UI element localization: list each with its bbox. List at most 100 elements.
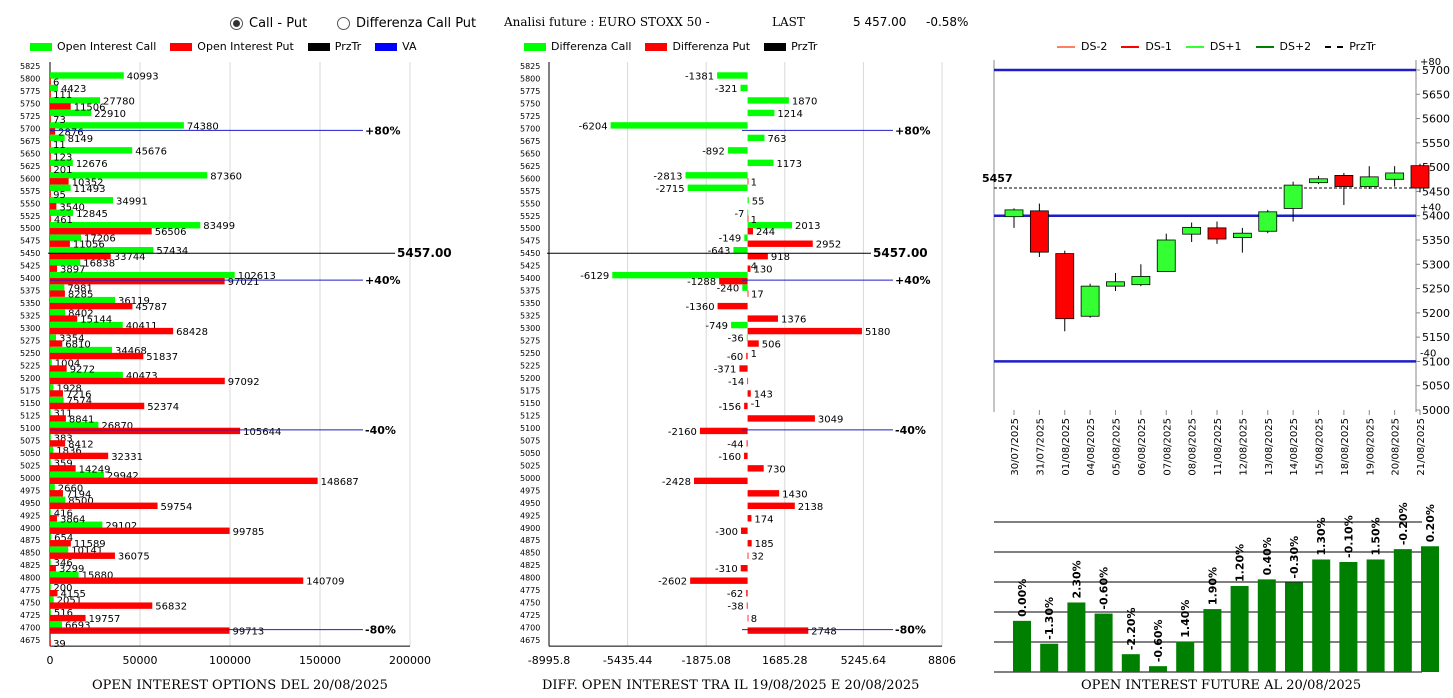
- bar-put: [739, 365, 748, 372]
- bar-value-label: 33744: [114, 252, 146, 263]
- strike-label: 5800: [520, 74, 540, 83]
- bar-put: [747, 253, 768, 260]
- bar-value-label: 59754: [161, 502, 193, 513]
- bar-put: [50, 639, 51, 647]
- strike-label: 5025: [20, 461, 40, 470]
- candle-up: [1359, 176, 1379, 187]
- bar-put: [747, 290, 749, 297]
- bar-put: [50, 440, 66, 447]
- radio-call-put[interactable]: Call - Put: [230, 16, 307, 31]
- strike-label: 5350: [520, 299, 540, 308]
- bar-value-label: 40993: [127, 71, 159, 82]
- bar-call: [747, 209, 749, 216]
- strike-label: 5425: [520, 262, 540, 271]
- pct-label: -0.60%: [1098, 567, 1111, 610]
- bar-value-label: 32331: [111, 452, 143, 463]
- strike-label: 5650: [520, 149, 540, 158]
- pct-bar: [1421, 546, 1439, 672]
- x-tick-label: 05/08/2025: [1112, 418, 1123, 476]
- bar-put: [50, 452, 109, 460]
- legend-item: VA: [375, 40, 417, 53]
- radio-differenza[interactable]: Differenza Call Put: [337, 16, 476, 31]
- bar-put: [50, 352, 144, 360]
- y-tick-label: 5700: [1422, 64, 1450, 77]
- bar-value-label: 2013: [795, 221, 820, 232]
- bar-call: [50, 122, 184, 129]
- bar-value-label: 185: [755, 539, 774, 550]
- legend-left: Open Interest Call Open Interest Put PrzTr…: [30, 40, 431, 53]
- bar-call: [50, 396, 64, 404]
- strike-label: 5300: [520, 324, 540, 333]
- strike-label: 4700: [20, 624, 40, 633]
- bar-value-label: 918: [771, 252, 790, 263]
- bar-value-label: 1928: [56, 383, 81, 394]
- candle-up: [1182, 226, 1202, 235]
- bar-put: [50, 140, 51, 148]
- bar-value-label: 130: [753, 265, 772, 276]
- legend-item: Open Interest Put: [170, 40, 294, 53]
- bar-put: [50, 90, 51, 98]
- bar-value-label: -749: [705, 321, 728, 332]
- pct-bar: [1176, 641, 1195, 672]
- bar-put: [747, 490, 780, 497]
- strike-label: 5675: [520, 137, 540, 146]
- bar-value-label: 763: [767, 134, 786, 145]
- bar-put: [50, 540, 71, 547]
- strike-label: 5350: [20, 299, 40, 308]
- bar-put: [50, 277, 225, 285]
- x-tick-label: 200000: [389, 654, 431, 667]
- bar-put: [50, 527, 230, 534]
- pct-label: 0.20%: [1424, 504, 1437, 542]
- x-tick-label: 04/08/2025: [1086, 418, 1097, 476]
- bar-call: [612, 271, 748, 279]
- candle-down: [1410, 165, 1430, 189]
- bar-call: [685, 172, 748, 179]
- bar-call: [50, 608, 51, 616]
- bar-value-label: 461: [54, 215, 73, 226]
- bar-value-label: 56506: [155, 227, 187, 238]
- strike-label: 5475: [20, 237, 40, 246]
- bar-put: [50, 228, 152, 235]
- strike-label: 4900: [20, 524, 40, 533]
- bar-put: [693, 477, 748, 485]
- strike-label: 5150: [520, 399, 540, 408]
- bar-value-label: 11493: [74, 184, 106, 195]
- bar-value-label: -156: [718, 402, 741, 413]
- legend-label: Differenza Put: [672, 40, 751, 53]
- bar-value-label: 143: [754, 389, 773, 400]
- strike-label: 4725: [20, 611, 40, 620]
- bar-call: [50, 621, 63, 628]
- strike-label: 5375: [520, 287, 540, 296]
- bar-value-label: 3540: [59, 202, 84, 213]
- bar-call: [747, 134, 765, 142]
- strike-label: 5700: [520, 124, 540, 133]
- legend-item: Differenza Call: [524, 40, 631, 53]
- bar-call: [717, 72, 748, 79]
- bar-value-label: 34991: [116, 196, 148, 207]
- bar-value-label: 1376: [781, 315, 806, 326]
- bar-value-label: -2715: [656, 184, 685, 195]
- strike-label: 4875: [520, 536, 540, 545]
- strike-label: 5575: [520, 187, 540, 196]
- bar-put: [746, 352, 748, 360]
- strike-label: 5525: [20, 212, 40, 221]
- last-value: 5 457.00: [853, 15, 907, 29]
- pct-bar: [1285, 582, 1303, 672]
- strike-label: 4850: [520, 549, 540, 558]
- level-label: +40%: [895, 274, 931, 287]
- strike-label: 4850: [20, 549, 40, 558]
- strike-label: 5100: [20, 424, 40, 433]
- last-change: -0.58%: [926, 15, 969, 29]
- bar-value-label: -62: [727, 589, 743, 600]
- x-tick-label: 150000: [299, 654, 341, 667]
- bar-put: [50, 377, 225, 385]
- strike-label: 5775: [20, 87, 40, 96]
- bar-value-label: 97092: [228, 377, 260, 388]
- pct-bar: [1040, 643, 1059, 672]
- bar-value-label: 99785: [233, 527, 265, 538]
- bar-call: [50, 546, 69, 553]
- level-label: -80%: [365, 624, 396, 637]
- bar-call: [50, 571, 79, 578]
- candle-down: [1029, 210, 1049, 253]
- bar-value-label: 15880: [82, 571, 114, 582]
